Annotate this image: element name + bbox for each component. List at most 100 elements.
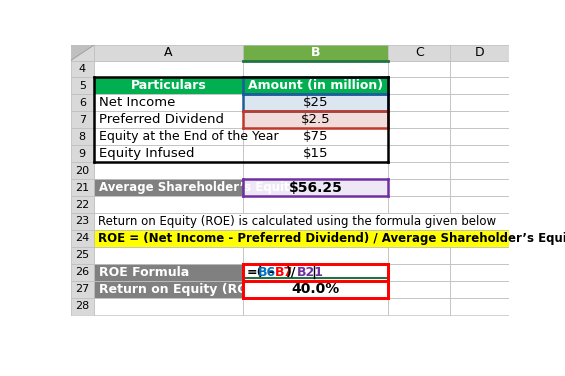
Bar (243, 145, 388, 162)
Bar (71, 230, 508, 247)
Text: 7: 7 (79, 115, 86, 125)
Bar (388, 61, 450, 77)
Bar (71, 145, 94, 162)
Bar (71, 264, 94, 281)
Text: Amount (in million): Amount (in million) (248, 79, 383, 92)
Bar (388, 94, 450, 111)
Bar (243, 111, 388, 128)
Bar (243, 264, 388, 281)
Bar (94, 145, 243, 162)
Bar (243, 162, 388, 179)
Bar (71, 77, 94, 94)
Bar (388, 128, 450, 145)
Bar (71, 162, 94, 179)
Bar (243, 77, 388, 94)
Text: Equity Infused: Equity Infused (98, 147, 194, 160)
Text: -: - (269, 266, 274, 279)
Bar (450, 61, 508, 77)
Text: 28: 28 (75, 301, 89, 311)
Text: B7: B7 (275, 266, 293, 279)
Bar (243, 281, 388, 298)
Bar (71, 196, 94, 213)
Text: 6: 6 (79, 98, 86, 108)
Bar (94, 61, 243, 77)
Bar (243, 247, 388, 264)
Text: 23: 23 (75, 217, 89, 226)
Bar (388, 77, 450, 94)
Bar (94, 111, 243, 128)
Text: 24: 24 (75, 233, 89, 243)
Text: 4: 4 (79, 64, 86, 74)
Bar (94, 247, 243, 264)
Bar (243, 196, 388, 213)
Bar (450, 111, 508, 128)
Bar (243, 128, 388, 145)
Bar (94, 196, 243, 213)
Bar (450, 94, 508, 111)
Bar (450, 196, 508, 213)
Text: ROE = (Net Income - Preferred Dividend) / Average Shareholder’s Equity: ROE = (Net Income - Preferred Dividend) … (98, 232, 565, 245)
Bar (71, 281, 94, 298)
Bar (71, 128, 94, 145)
Bar (94, 281, 243, 298)
Bar (94, 298, 243, 315)
Text: C: C (415, 46, 424, 59)
Text: Average Shareholder’s Equity: Average Shareholder’s Equity (98, 181, 297, 194)
Text: $75: $75 (303, 130, 328, 143)
Bar (71, 247, 94, 264)
Text: 9: 9 (79, 149, 86, 159)
Bar (450, 145, 508, 162)
Text: 5: 5 (79, 81, 86, 91)
Bar (94, 128, 243, 145)
Text: Return on Equity (ROE): Return on Equity (ROE) (98, 283, 262, 296)
Bar (450, 128, 508, 145)
Text: B21: B21 (297, 266, 324, 279)
Text: ROE Formula: ROE Formula (98, 266, 189, 279)
Text: )/: )/ (286, 266, 296, 279)
Text: 8: 8 (79, 132, 86, 142)
Bar (388, 281, 450, 298)
Text: 20: 20 (75, 166, 89, 176)
Bar (243, 94, 388, 111)
Text: 25: 25 (75, 250, 89, 260)
Text: Particulars: Particulars (131, 79, 206, 92)
Bar (450, 45, 508, 61)
Text: $25: $25 (303, 96, 328, 109)
Bar (71, 61, 94, 77)
Bar (388, 162, 450, 179)
Bar (94, 264, 243, 281)
Bar (450, 162, 508, 179)
Text: 40.0%: 40.0% (292, 282, 340, 296)
Bar (388, 196, 450, 213)
Text: $2.5: $2.5 (301, 113, 331, 126)
Text: $15: $15 (303, 147, 328, 160)
Bar (243, 298, 388, 315)
Bar (71, 111, 94, 128)
Bar (71, 94, 94, 111)
Bar (94, 94, 243, 111)
Polygon shape (71, 45, 94, 61)
Bar (71, 213, 508, 230)
Text: B6: B6 (258, 266, 276, 279)
Bar (71, 230, 94, 247)
Text: Equity at the End of the Year: Equity at the End of the Year (98, 130, 278, 143)
Bar (94, 45, 243, 61)
Bar (243, 61, 388, 77)
Bar (388, 264, 450, 281)
Bar (71, 179, 94, 196)
Bar (388, 247, 450, 264)
Text: Return on Equity (ROE) is calculated using the formula given below: Return on Equity (ROE) is calculated usi… (98, 215, 496, 228)
Bar (450, 281, 508, 298)
Bar (94, 162, 243, 179)
Bar (243, 45, 388, 61)
Bar (71, 298, 94, 315)
Text: 22: 22 (75, 200, 89, 209)
Text: Net Income: Net Income (98, 96, 175, 109)
Bar (243, 179, 388, 196)
Bar (450, 77, 508, 94)
Text: B: B (311, 46, 320, 59)
Bar (71, 45, 94, 61)
Text: D: D (475, 46, 484, 59)
Bar (388, 45, 450, 61)
Bar (388, 298, 450, 315)
